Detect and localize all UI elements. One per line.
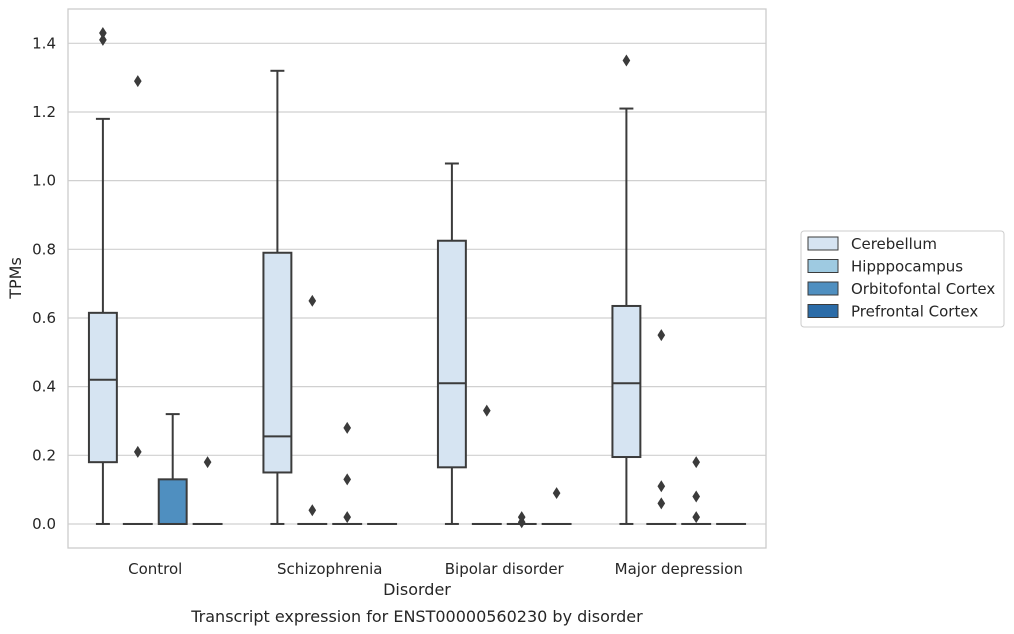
outlier-point <box>657 329 666 342</box>
plot-area <box>68 9 766 548</box>
y-tick-label: 0.4 <box>32 378 56 396</box>
outlier-point <box>308 294 317 307</box>
outlier-point <box>657 497 666 510</box>
outlier-point <box>343 473 352 486</box>
legend-label: Cerebellum <box>851 235 937 253</box>
outlier-point <box>343 511 352 524</box>
box-prefrontal-cortex <box>541 487 572 525</box>
outlier-point <box>692 511 701 524</box>
y-tick-label: 1.4 <box>32 34 56 52</box>
box-cerebellum <box>611 54 642 525</box>
legend-label: Hipppocampus <box>851 258 963 276</box>
box-orbitofontal-cortex <box>681 456 712 525</box>
box-cerebellum <box>436 162 467 525</box>
outlier-point <box>692 490 701 503</box>
outlier-point <box>552 487 561 500</box>
box-series <box>87 27 747 529</box>
x-axis-label: Disorder <box>383 580 451 599</box>
box-hipppocampus <box>297 294 328 525</box>
box-body <box>436 239 467 469</box>
chart-caption: Transcript expression for ENST0000056023… <box>190 607 643 626</box>
box-body <box>262 251 293 474</box>
outlier-point <box>343 421 352 434</box>
box-body <box>157 478 188 525</box>
outlier-point <box>692 456 701 469</box>
y-axis-label: TPMs <box>6 257 25 300</box>
box-cerebellum <box>262 69 293 525</box>
box-orbitofontal-cortex <box>157 413 188 525</box>
legend-swatch <box>807 304 839 318</box>
outlier-point <box>517 511 526 524</box>
outlier-point <box>482 404 491 417</box>
y-tick-label: 0.8 <box>32 240 56 258</box>
x-tick-label: Control <box>128 560 182 578</box>
outlier-point <box>99 33 107 46</box>
legend-swatch <box>807 236 839 251</box>
box-hipppocampus <box>122 75 153 525</box>
legend-label: Prefrontal Cortex <box>851 303 978 321</box>
box-prefrontal-cortex <box>192 456 223 525</box>
y-tick-label: 0.0 <box>32 515 56 533</box>
y-tick-label: 0.2 <box>32 446 56 464</box>
y-tick-label: 1.0 <box>32 172 56 190</box>
x-tick-label: Schizophrenia <box>277 560 382 578</box>
legend: Cerebellum Hipppocampus Orbitofontal Corte… <box>800 230 1005 328</box>
y-tick-label: 1.2 <box>32 103 56 121</box>
x-tick-label: Major depression <box>615 560 743 578</box>
box-hipppocampus <box>471 404 502 525</box>
box-hipppocampus <box>646 329 677 525</box>
legend-label: Orbitofontal Cortex <box>851 280 995 298</box>
outlier-point <box>99 27 107 40</box>
outlier-point <box>622 54 631 67</box>
outlier-point <box>203 456 212 469</box>
box-body <box>611 304 642 459</box>
outlier-point <box>133 75 142 88</box>
x-tick-label: Bipolar disorder <box>445 560 565 578</box>
y-tick-labels: 0.0 0.2 0.4 0.6 0.8 1.0 1.2 1.4 <box>32 34 56 533</box>
outlier-point <box>657 480 666 493</box>
legend-frame <box>800 230 1005 328</box>
box-cerebellum <box>87 27 118 525</box>
box-body <box>87 311 118 464</box>
outlier-point <box>308 504 317 517</box>
outlier-point <box>133 445 142 458</box>
box-orbitofontal-cortex <box>506 511 537 529</box>
plot-frame <box>67 8 767 549</box>
y-tick-label: 0.6 <box>32 309 56 327</box>
legend-swatch <box>807 281 839 296</box>
x-tick-labels: Control Schizophrenia Bipolar disorder Majo… <box>128 560 743 578</box>
box-orbitofontal-cortex <box>332 421 363 525</box>
legend-swatch <box>807 259 839 273</box>
